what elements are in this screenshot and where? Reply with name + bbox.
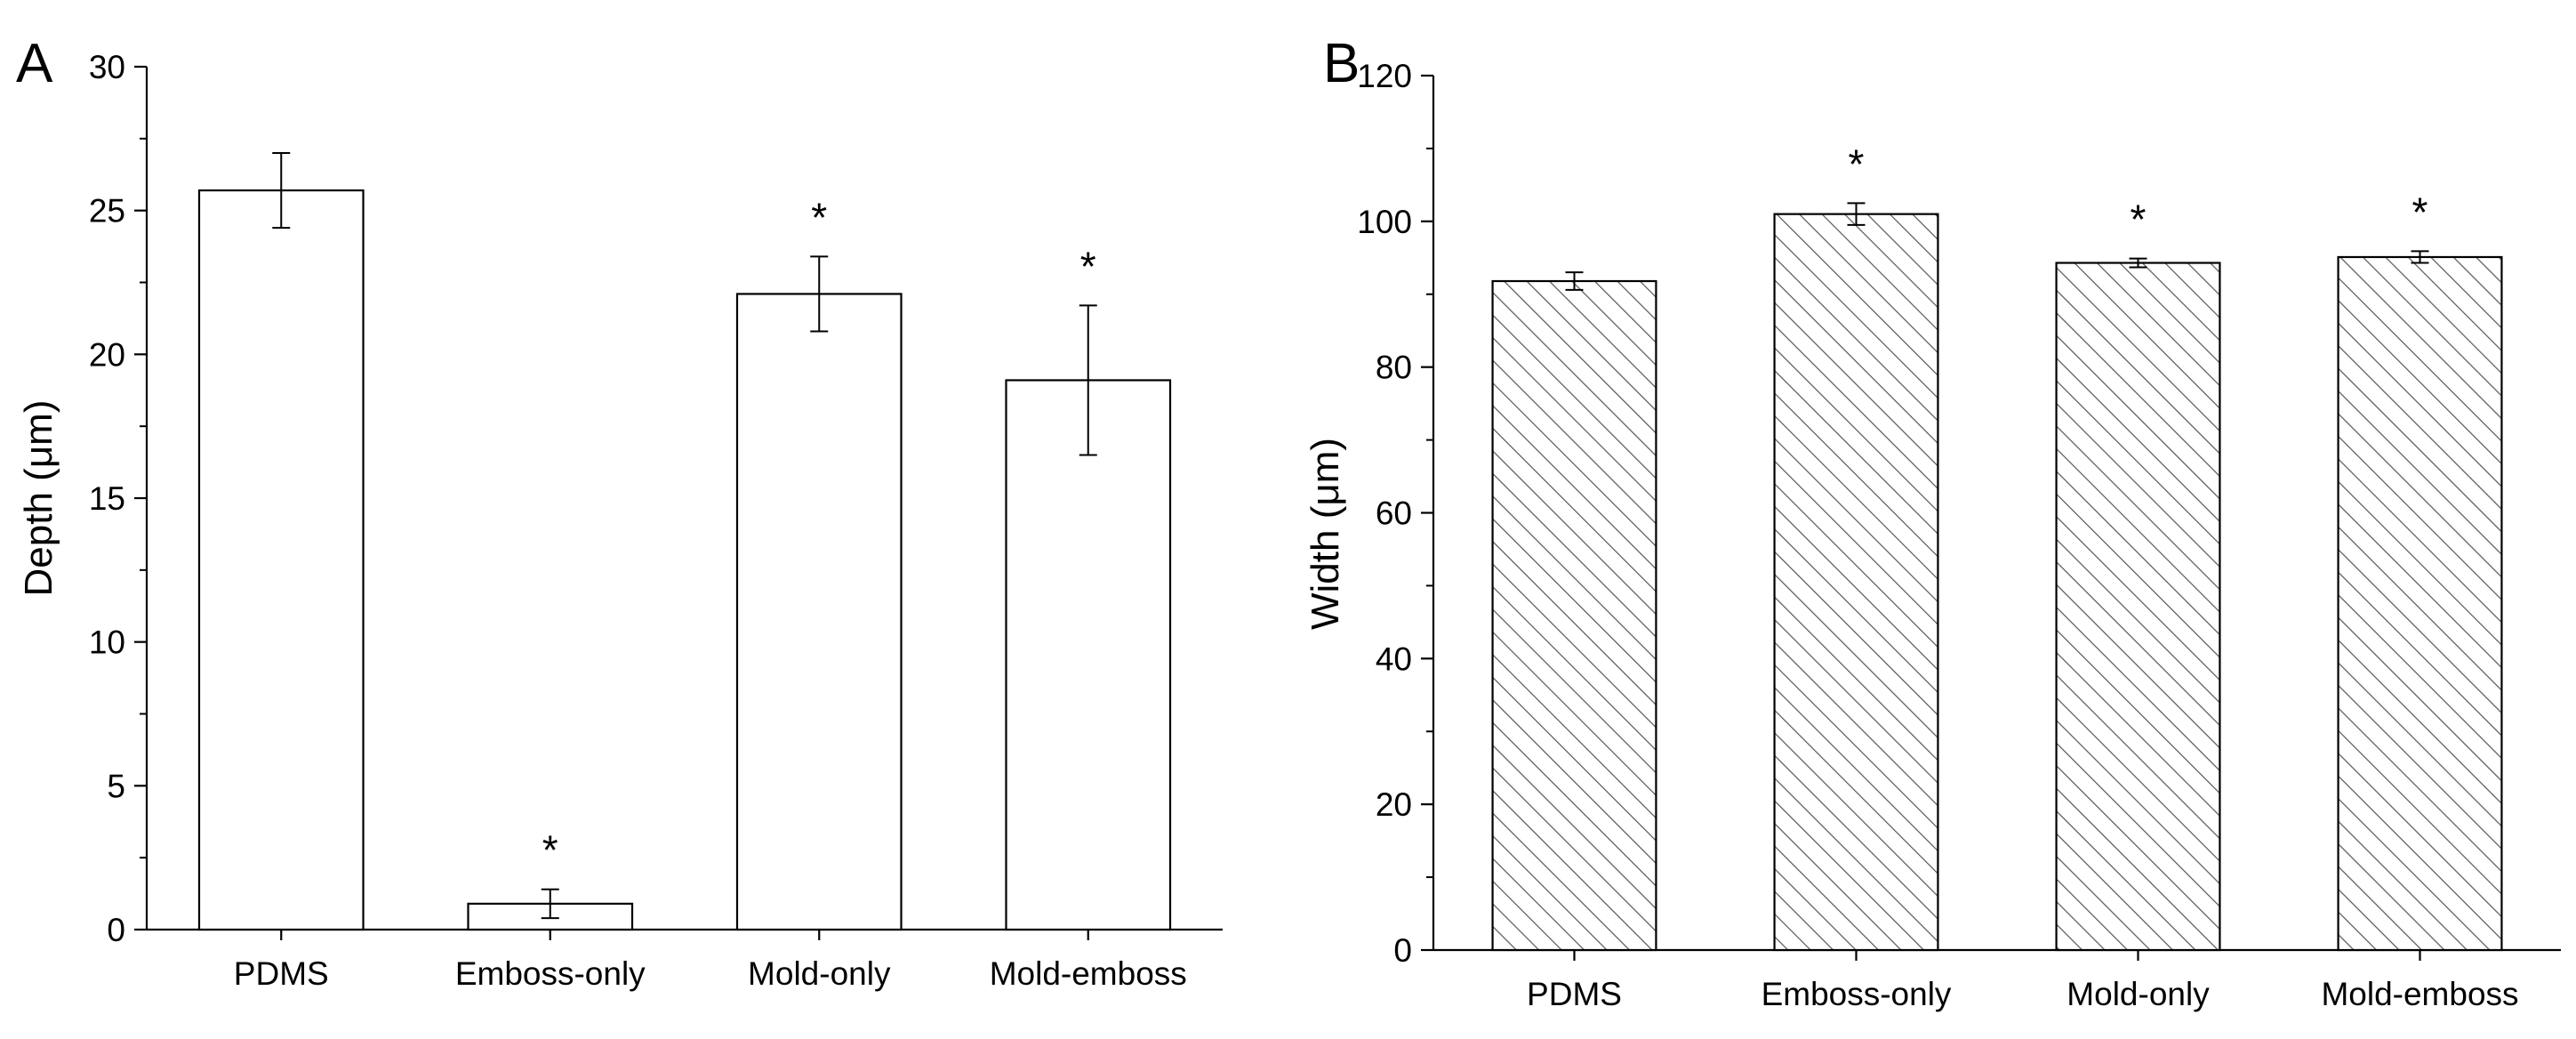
y-tick-label: 10 [89, 624, 125, 661]
y-tick-label: 30 [89, 49, 125, 85]
y-tick-label: 25 [89, 193, 125, 230]
y-tick-label: 20 [89, 336, 125, 373]
significance-star: * [1080, 243, 1096, 289]
x-category-label: PDMS [1527, 976, 1622, 1012]
x-category-label: Mold-only [2066, 976, 2210, 1012]
y-tick-label: 15 [89, 480, 125, 517]
y-tick-label: 120 [1357, 58, 1412, 94]
x-category-label: PDMS [234, 955, 329, 992]
y-tick-label: 20 [1376, 786, 1412, 823]
y-tick-label: 0 [107, 912, 125, 948]
bar-mold-only [735, 293, 903, 931]
y-tick-label: 60 [1376, 495, 1412, 532]
y-tick-label: 80 [1376, 350, 1412, 386]
bar-pdms [197, 189, 365, 931]
y-axis-title: Width (μm) [1304, 438, 1347, 630]
bar-pdms [1491, 279, 1657, 952]
y-ticks: 0 20 40 60 80 100 120 [1357, 58, 1433, 969]
panel-letter: B [1323, 33, 1360, 94]
bar-mold-emboss [2337, 255, 2503, 952]
panel-a-depth-chart: A 0 5 10 15 20 25 30 * * * PDMS Emboss-only Mold-o… [16, 33, 1223, 992]
x-category-label: Mold-emboss [2321, 976, 2518, 1012]
x-category-label: Emboss-only [455, 955, 646, 992]
bar-emboss-only [1773, 213, 1939, 952]
bar-mold-emboss [1005, 379, 1172, 931]
bars [1491, 213, 2503, 952]
y-axis-title: Depth (μm) [17, 400, 60, 597]
category-labels: PDMS Emboss-only Mold-only Mold-emboss [1527, 950, 2519, 1012]
error-bars [1565, 202, 2429, 291]
significance-star: * [1849, 141, 1865, 187]
significance-star: * [2131, 197, 2147, 243]
x-category-label: Mold-only [748, 955, 891, 992]
significance-star: * [542, 827, 558, 874]
panel-letter: A [16, 33, 53, 94]
significance-star: * [2412, 189, 2428, 235]
panel-b-width-chart: B 0 20 40 60 80 100 120 * * * PDMS Emboss-only Mol… [1304, 33, 2561, 1012]
error-bars [272, 152, 1097, 920]
y-tick-label: 100 [1357, 204, 1412, 240]
x-category-label: Emboss-only [1761, 976, 1952, 1012]
bars [197, 189, 1172, 931]
y-tick-label: 40 [1376, 640, 1412, 677]
significance-star: * [811, 194, 827, 240]
category-labels: PDMS Emboss-only Mold-only Mold-emboss [234, 930, 1187, 992]
y-tick-label: 0 [1393, 932, 1412, 969]
significance-markers: * * * [1849, 141, 2428, 242]
bar-mold-only [2055, 262, 2221, 952]
y-tick-label: 5 [107, 768, 125, 804]
y-ticks: 0 5 10 15 20 25 30 [89, 49, 147, 948]
x-category-label: Mold-emboss [990, 955, 1187, 992]
significance-markers: * * * [542, 194, 1096, 873]
